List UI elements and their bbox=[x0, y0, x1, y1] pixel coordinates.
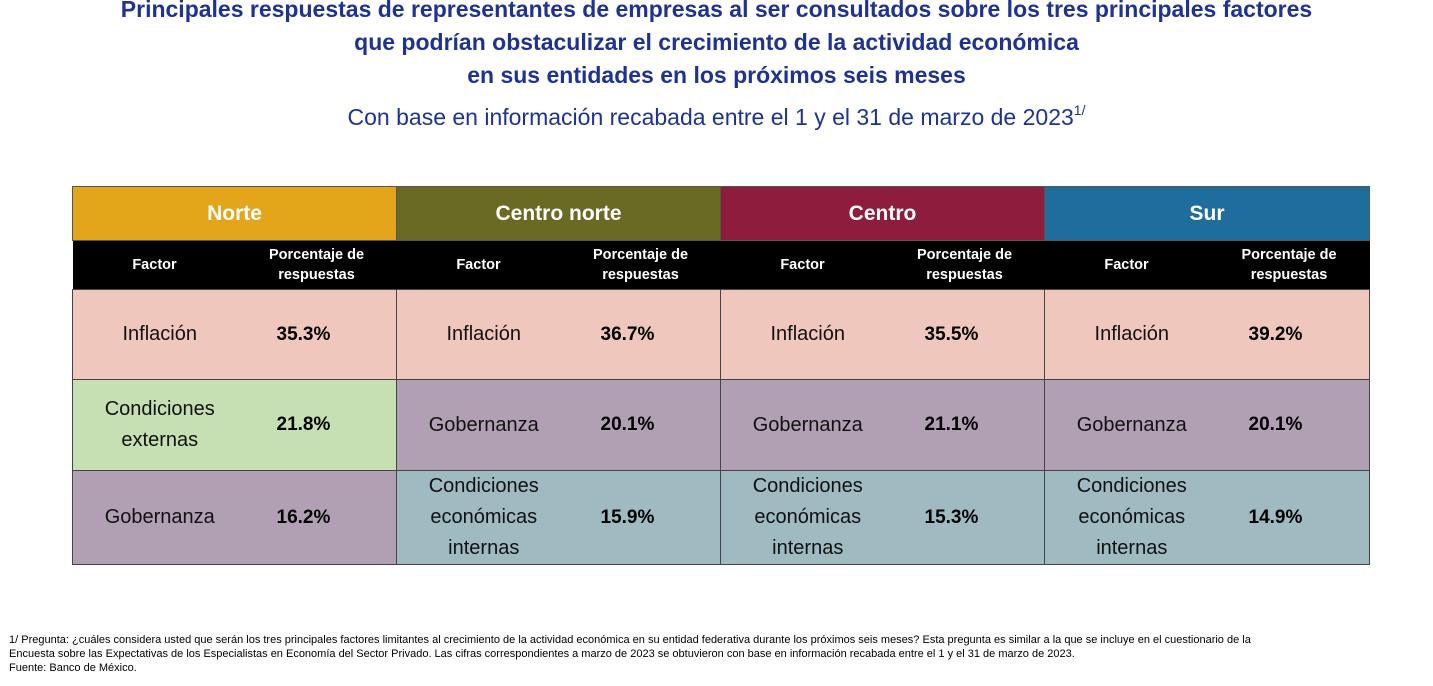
column-header-factor: Factor bbox=[396, 240, 561, 290]
percentage-cell: 21.1% bbox=[884, 379, 1046, 471]
factor-label: Gobernanza bbox=[428, 413, 539, 436]
factor-cell: Condiciones económicas internas bbox=[720, 470, 885, 565]
factor-label: Condiciones bbox=[1076, 475, 1187, 497]
column-header-percentage-line-2: respuestas bbox=[278, 267, 355, 283]
column-header-percentage: Porcentaje de respuestas bbox=[560, 240, 721, 290]
subtitle-footnote-ref: 1/ bbox=[1073, 102, 1086, 118]
factor-cell: Gobernanza bbox=[720, 379, 885, 471]
column-header-percentage-line-2: respuestas bbox=[1250, 267, 1328, 283]
factor-label: Inflación bbox=[1094, 323, 1170, 345]
percentage-cell: 15.9% bbox=[560, 470, 721, 565]
factor-label: Gobernanza bbox=[752, 413, 863, 436]
percentage-cell: 21.8% bbox=[236, 379, 397, 471]
factor-label: internas bbox=[1096, 537, 1168, 559]
column-header-factor: Factor bbox=[72, 240, 237, 290]
factors-table: Norte Centro norte Centro Sur Factor Porcent… bbox=[72, 186, 1371, 565]
factor-cell: Condiciones económicas internas bbox=[396, 470, 561, 565]
title-line-3: en sus entidades en los próximos seis me… bbox=[467, 62, 966, 88]
percentage-cell: 14.9% bbox=[1208, 470, 1371, 565]
column-header-percentage-line-2: respuestas bbox=[602, 267, 679, 283]
factor-label: Condiciones bbox=[104, 398, 215, 420]
factor-label: económicas bbox=[430, 506, 538, 528]
factor-label: económicas bbox=[1078, 506, 1186, 528]
footnote: 1/ Pregunta: ¿cuáles considera usted que… bbox=[9, 633, 1429, 675]
column-header-factor: Factor bbox=[720, 240, 885, 290]
column-header-percentage-line-1: Porcentaje de bbox=[592, 247, 689, 263]
percentage-cell: 36.7% bbox=[560, 289, 721, 380]
percentage-cell: 15.3% bbox=[884, 470, 1046, 565]
percentage-cell: 20.1% bbox=[1208, 379, 1371, 471]
region-header-centro-norte: Centro norte bbox=[396, 186, 721, 241]
factor-cell: Inflación bbox=[72, 289, 237, 380]
subtitle-text: Con base en información recabada entre e… bbox=[347, 104, 1074, 130]
percentage-cell: 20.1% bbox=[560, 379, 721, 471]
footnote-source: Fuente: Banco de México. bbox=[9, 662, 137, 674]
percentage-cell: 35.3% bbox=[236, 289, 397, 380]
factor-cell: Inflación bbox=[1044, 289, 1209, 380]
footnote-line-1: 1/ Pregunta: ¿cuáles considera usted que… bbox=[9, 634, 1251, 646]
factor-label: Inflación bbox=[770, 323, 846, 345]
column-header-factor: Factor bbox=[1044, 240, 1209, 290]
column-header-percentage-line-1: Porcentaje de bbox=[268, 247, 365, 263]
percentage-cell: 16.2% bbox=[236, 470, 397, 565]
factor-cell: Inflación bbox=[396, 289, 561, 380]
factor-cell: Condiciones externas bbox=[72, 379, 237, 471]
factor-label: internas bbox=[448, 537, 520, 559]
column-header-percentage-line-1: Porcentaje de bbox=[916, 247, 1013, 263]
factor-label: Inflación bbox=[446, 323, 522, 345]
title-line-2: que podrían obstaculizar el crecimiento … bbox=[354, 29, 1079, 55]
factor-cell: Gobernanza bbox=[72, 470, 237, 565]
subtitle: Con base en información recabada entre e… bbox=[0, 92, 1433, 135]
percentage-cell: 35.5% bbox=[884, 289, 1046, 380]
factor-cell: Condiciones económicas internas bbox=[1044, 470, 1209, 565]
column-header-percentage: Porcentaje de respuestas bbox=[1208, 240, 1370, 290]
region-header-norte: Norte bbox=[72, 186, 397, 241]
column-header-percentage: Porcentaje de respuestas bbox=[236, 240, 397, 290]
region-header-centro: Centro bbox=[719, 186, 1046, 241]
factor-label: Gobernanza bbox=[104, 506, 215, 528]
factor-label: Condiciones bbox=[752, 475, 863, 497]
factor-label: internas bbox=[772, 537, 844, 559]
column-header-percentage-line-2: respuestas bbox=[926, 267, 1003, 283]
factor-cell: Gobernanza bbox=[1044, 379, 1209, 471]
column-header-percentage: Porcentaje de respuestas bbox=[884, 240, 1045, 290]
footnote-line-2: Encuesta sobre las Expectativas de los E… bbox=[9, 648, 1075, 660]
factor-cell: Gobernanza bbox=[396, 379, 561, 471]
title-line-1: Principales respuestas de representantes… bbox=[120, 0, 1313, 22]
title-block: Principales respuestas de representantes… bbox=[0, 0, 1433, 135]
factor-label: Gobernanza bbox=[1076, 413, 1187, 436]
factor-label: económicas bbox=[754, 506, 862, 528]
factor-label: externas bbox=[121, 429, 199, 451]
factor-label: Inflación bbox=[122, 323, 198, 345]
factor-label: Condiciones bbox=[428, 475, 539, 497]
column-header-percentage-line-1: Porcentaje de bbox=[1241, 247, 1337, 263]
factor-cell: Inflación bbox=[720, 289, 885, 380]
region-header-sur: Sur bbox=[1044, 186, 1371, 241]
percentage-cell: 39.2% bbox=[1208, 289, 1371, 380]
